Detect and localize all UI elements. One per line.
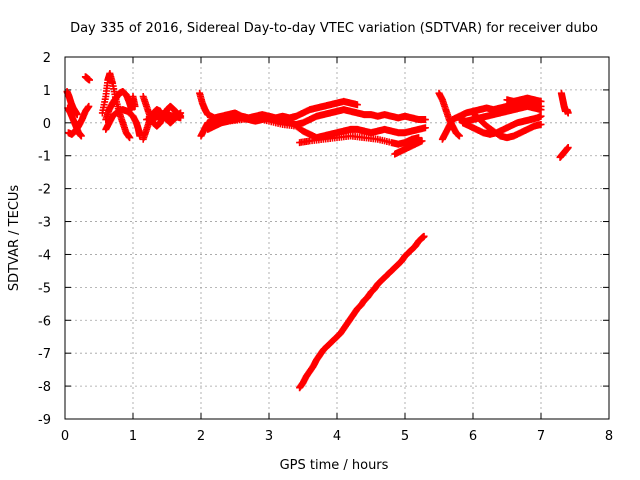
y-tick-label: 0 xyxy=(43,117,51,132)
plot-frame xyxy=(64,56,610,420)
data-point xyxy=(537,106,545,114)
data-point xyxy=(455,132,463,140)
x-tick-label: 5 xyxy=(401,429,409,444)
data-point xyxy=(564,144,572,151)
y-tick-label: -5 xyxy=(38,281,51,296)
x-tick-label: 6 xyxy=(469,429,477,444)
segment-hump-a xyxy=(98,69,134,142)
segment-hump-c xyxy=(102,106,144,140)
data-point xyxy=(131,102,139,110)
data-point xyxy=(420,232,428,240)
x-tick-label: 8 xyxy=(605,429,613,444)
data-point xyxy=(126,134,134,142)
data-point xyxy=(421,124,429,132)
x-tick-label: 3 xyxy=(265,429,273,444)
data-point xyxy=(177,114,185,122)
y-tick-label: -8 xyxy=(38,380,51,395)
y-tick-label: -4 xyxy=(38,248,51,263)
x-tick-label: 7 xyxy=(537,429,545,444)
x-axis-label: GPS time / hours xyxy=(280,458,389,473)
y-tick-label: -9 xyxy=(38,413,51,428)
segment-mid-e xyxy=(391,137,426,158)
segment-early-a xyxy=(63,88,81,119)
data-point xyxy=(537,97,545,105)
chart-title: Day 335 of 2016, Sidereal Day-to-day VTE… xyxy=(70,21,598,36)
segment-late-c xyxy=(455,102,545,125)
data-point xyxy=(85,102,93,110)
data-points xyxy=(63,69,572,392)
segment-early-c xyxy=(64,102,93,138)
x-tick-label: 2 xyxy=(197,429,205,444)
x-tick-label: 4 xyxy=(333,429,341,444)
data-point xyxy=(418,137,426,145)
x-tick-labels: 0 1 2 3 4 5 6 7 8 xyxy=(61,429,613,444)
data-point xyxy=(421,116,429,124)
y-tick-label: -1 xyxy=(38,150,51,165)
segment-descent xyxy=(296,232,428,392)
segment-early-d xyxy=(81,73,93,84)
data-point xyxy=(564,109,572,117)
data-point xyxy=(537,120,545,128)
x-tick-label: 0 xyxy=(61,429,69,444)
data-point xyxy=(537,112,545,120)
segment-end-a xyxy=(557,89,572,117)
y-tick-label: -3 xyxy=(38,216,51,231)
data-point xyxy=(77,132,85,140)
segment-late-e xyxy=(469,109,545,142)
data-point xyxy=(73,111,81,119)
segment-end-b xyxy=(556,144,572,161)
x-tick-label: 1 xyxy=(129,429,137,444)
segment-mid-d xyxy=(296,132,423,148)
y-tick-label: 2 xyxy=(43,51,51,66)
data-point xyxy=(85,76,93,84)
y-tick-label: -7 xyxy=(38,347,51,362)
y-tick-label: -6 xyxy=(38,314,51,329)
data-point xyxy=(353,101,361,109)
segment-late-f xyxy=(503,94,545,105)
segment-hump-b xyxy=(102,88,139,124)
y-axis-label: SDTVAR / TECUs xyxy=(7,185,22,292)
y-tick-label: 1 xyxy=(43,84,51,99)
segment-band-3 xyxy=(143,111,185,124)
y-tick-label: -2 xyxy=(38,183,51,198)
y-tick-labels: -9 -8 -7 -6 -5 -4 -3 -2 -1 0 1 2 xyxy=(38,51,51,428)
